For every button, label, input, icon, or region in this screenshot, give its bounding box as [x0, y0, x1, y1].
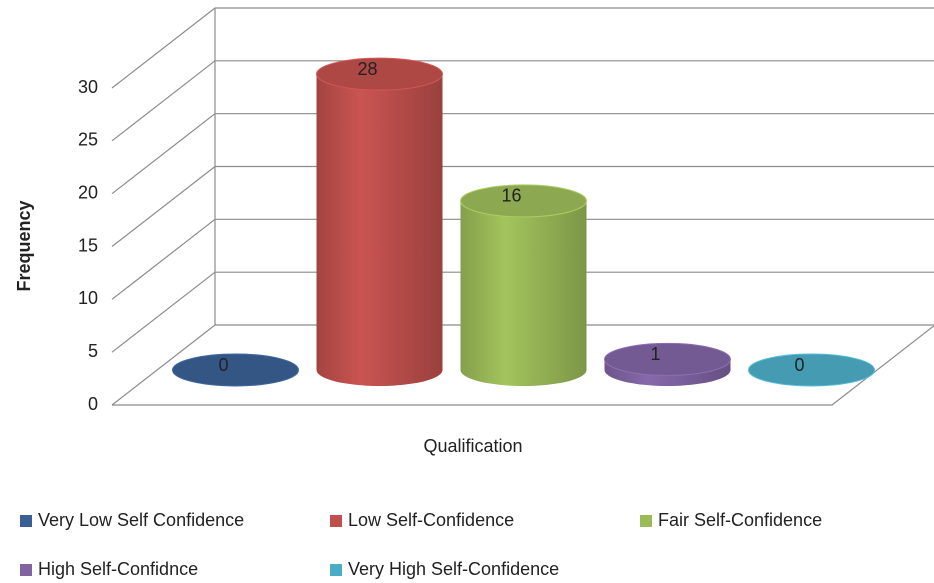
legend-swatch: [640, 515, 652, 527]
y-tick-label: 0: [88, 394, 98, 414]
data-label: 28: [357, 59, 377, 79]
x-axis-label: Qualification: [423, 436, 522, 456]
grid-line: [111, 60, 934, 142]
y-tick-label: 5: [88, 341, 98, 361]
y-tick-label: 10: [78, 288, 98, 308]
legend-swatch: [20, 515, 32, 527]
cylinder-top: [604, 342, 731, 376]
cylinder: [460, 200, 587, 386]
grid-line: [111, 218, 934, 300]
legend-label: Very High Self-Confidence: [348, 559, 559, 579]
grid-line: [111, 165, 934, 247]
y-axis-label: Frequency: [14, 200, 34, 291]
legend-label: Very Low Self Confidence: [38, 510, 244, 530]
y-tick-label: 15: [78, 235, 98, 255]
cylinder-top: [172, 353, 299, 387]
grid-line: [111, 113, 934, 195]
grid-line: [111, 324, 934, 406]
cylinder: [316, 74, 443, 386]
data-label: 1: [650, 344, 660, 364]
legend-label: Low Self-Confidence: [348, 510, 514, 530]
grid-line: [111, 271, 934, 353]
cylinder-top: [316, 57, 443, 91]
y-tick-label: 20: [78, 182, 98, 202]
y-tick-label: 30: [78, 77, 98, 97]
cylinder-top: [460, 184, 587, 218]
legend-label: Fair Self-Confidence: [658, 510, 822, 530]
legend-swatch: [20, 564, 32, 576]
legend-swatch: [330, 564, 342, 576]
cylinder-top: [748, 353, 875, 387]
legend-swatch: [330, 515, 342, 527]
y-tick-label: 25: [78, 130, 98, 150]
data-label: 0: [794, 355, 804, 375]
data-label: 0: [218, 355, 228, 375]
data-label: 16: [501, 186, 521, 206]
grid-line: [111, 7, 934, 89]
legend-label: High Self-Confidnce: [38, 559, 198, 579]
floor: [112, 325, 934, 406]
